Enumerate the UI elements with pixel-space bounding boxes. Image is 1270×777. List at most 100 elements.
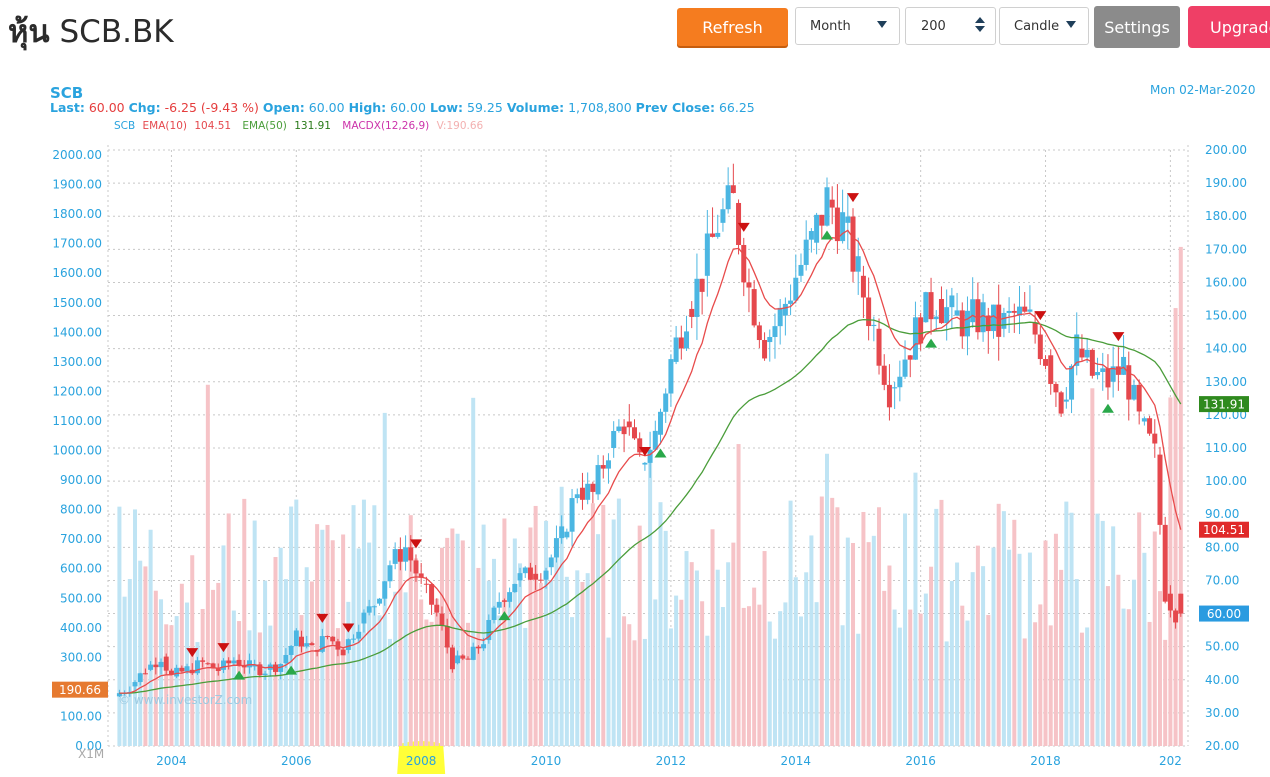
candle-body xyxy=(231,660,237,664)
volume-bar xyxy=(1168,397,1173,746)
candle-body xyxy=(897,376,903,388)
period-select[interactable]: Month xyxy=(795,7,900,45)
candle-body xyxy=(319,636,325,652)
buy-signal-icon xyxy=(654,448,667,458)
candle-body xyxy=(985,315,991,332)
candle-body xyxy=(455,655,461,664)
volume-bar xyxy=(325,524,330,746)
volume-bar xyxy=(512,538,517,746)
volume-bar xyxy=(720,607,725,746)
candle-body xyxy=(340,649,346,656)
volume-bar xyxy=(393,591,398,746)
volume-bar xyxy=(616,498,621,746)
candle-body xyxy=(923,292,929,323)
candle-body xyxy=(1136,384,1142,412)
candle-body xyxy=(902,359,908,377)
candle-body xyxy=(777,307,783,327)
volume-bar xyxy=(627,624,632,746)
volume-bar xyxy=(299,615,304,746)
candle-body xyxy=(148,664,154,670)
y-right-tick-label: 80.00 xyxy=(1205,540,1239,554)
candle-body xyxy=(179,667,185,672)
candle-body xyxy=(678,337,684,349)
volume-bar xyxy=(450,528,455,746)
volume-bar xyxy=(694,570,699,746)
candle-body xyxy=(746,282,752,288)
candle-body xyxy=(116,693,122,697)
candle-body xyxy=(325,636,331,638)
candle-body xyxy=(1063,399,1069,402)
high-label: High: xyxy=(348,100,387,115)
candle-body xyxy=(548,557,554,568)
volume-bar xyxy=(466,622,470,746)
candle-body xyxy=(1173,610,1179,623)
candle-body xyxy=(793,277,799,301)
volume-bar xyxy=(518,563,523,746)
y-right-tick-label: 180.00 xyxy=(1205,209,1247,223)
volume-bar xyxy=(778,611,783,746)
candle-body xyxy=(434,604,440,613)
volume-bar xyxy=(429,621,434,746)
volume-bar xyxy=(205,384,210,746)
volume-bar xyxy=(554,550,559,746)
volume-bar xyxy=(1131,579,1136,746)
volume-bar xyxy=(507,599,512,746)
candle-body xyxy=(767,336,773,343)
candle-body xyxy=(829,199,835,208)
candle-body xyxy=(684,331,690,349)
candle-body xyxy=(1027,309,1033,312)
volume-bar xyxy=(882,590,887,746)
candle-body xyxy=(1121,356,1127,375)
candle-body xyxy=(1032,322,1038,335)
volume-bar xyxy=(1027,552,1032,746)
legend-ema50-value: 131.91 xyxy=(294,120,331,132)
bar-count-stepper[interactable]: 200 xyxy=(905,7,996,45)
volume-bar xyxy=(851,543,856,746)
volume-bar xyxy=(746,606,751,746)
volume-bar xyxy=(668,628,673,746)
candle-body xyxy=(527,567,533,580)
volume-bar xyxy=(544,520,549,746)
stepper-arrows-icon[interactable] xyxy=(975,17,985,37)
chart-date: Mon 02-Mar-2020 xyxy=(1150,83,1256,97)
candle-body xyxy=(574,494,580,499)
y-left-tick-label: 1100.00 xyxy=(52,414,102,428)
volume-bar xyxy=(481,524,486,746)
candle-body xyxy=(860,275,866,298)
candle-body xyxy=(1147,418,1153,434)
volume-bar xyxy=(741,607,746,746)
x-tick-label: 2012 xyxy=(656,754,687,768)
volume-bar xyxy=(585,573,590,746)
candle-body xyxy=(918,317,924,344)
sell-signal-icon xyxy=(186,648,199,658)
candle-body xyxy=(429,584,435,605)
y-left-tick-label: 1500.00 xyxy=(52,296,102,310)
sell-signal-icon xyxy=(316,613,329,623)
volume-bar xyxy=(1085,627,1090,746)
candle-body xyxy=(1100,368,1106,373)
candle-body xyxy=(1167,593,1173,611)
y-left-tick-label: 1000.00 xyxy=(52,444,102,458)
upgrade-button[interactable]: Upgrade xyxy=(1188,6,1270,48)
candle-body xyxy=(559,526,565,539)
refresh-button[interactable]: Refresh xyxy=(677,8,788,46)
legend-volume-label: V:190.66 xyxy=(436,120,484,132)
candle-body xyxy=(741,244,747,283)
prev-close-label: Prev Close: xyxy=(635,100,715,115)
chart-panel[interactable]: SCB Mon 02-Mar-2020 Last: 60.00 Chg: -6.… xyxy=(0,66,1270,777)
candle-body xyxy=(194,660,200,674)
volume-bar xyxy=(897,627,902,746)
candle-body xyxy=(403,547,409,562)
volume-bar xyxy=(413,558,418,746)
chart-type-select[interactable]: Candle xyxy=(999,7,1089,45)
candle-body xyxy=(1011,310,1017,313)
candle-body xyxy=(200,660,206,662)
y-left-tick-label: 1700.00 xyxy=(52,237,102,251)
volume-bar xyxy=(1126,609,1131,746)
settings-button[interactable]: Settings xyxy=(1094,6,1180,48)
candle-body xyxy=(491,607,497,620)
legend-ema10-label: EMA(10) xyxy=(142,120,187,132)
volume-bar xyxy=(1090,388,1095,746)
volume-bar xyxy=(502,518,507,746)
